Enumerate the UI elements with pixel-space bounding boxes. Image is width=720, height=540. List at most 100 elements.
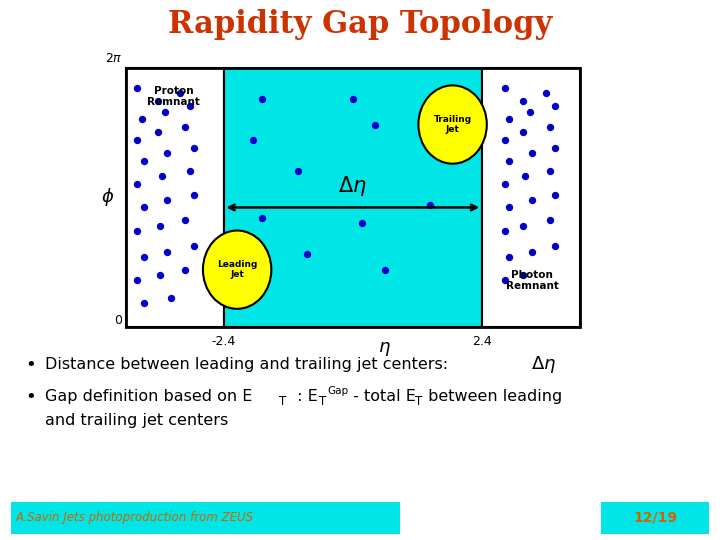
Point bbox=[424, 200, 436, 209]
Point bbox=[184, 102, 195, 111]
Point bbox=[132, 136, 143, 144]
Text: -2.4: -2.4 bbox=[212, 335, 235, 348]
Text: •: • bbox=[25, 388, 36, 406]
Text: Proton
Remnant: Proton Remnant bbox=[147, 86, 200, 107]
Point bbox=[179, 216, 191, 225]
Point bbox=[256, 94, 268, 103]
Point bbox=[152, 128, 163, 137]
Point bbox=[138, 252, 150, 261]
Point bbox=[526, 247, 538, 256]
Point bbox=[188, 144, 199, 152]
Point bbox=[156, 172, 168, 181]
Point bbox=[499, 84, 510, 92]
Point bbox=[544, 216, 556, 225]
Bar bbox=[601, 502, 709, 534]
Bar bbox=[11, 502, 400, 534]
Point bbox=[526, 195, 538, 204]
Point bbox=[247, 136, 258, 144]
Text: Trailing
Jet: Trailing Jet bbox=[433, 115, 472, 134]
Point bbox=[549, 242, 560, 251]
Text: $\Delta\eta$: $\Delta\eta$ bbox=[338, 174, 367, 198]
Point bbox=[138, 157, 150, 165]
Text: Photon
Remnant: Photon Remnant bbox=[505, 269, 559, 291]
Point bbox=[549, 190, 560, 199]
Point bbox=[549, 102, 560, 111]
Text: $\phi$: $\phi$ bbox=[102, 186, 114, 208]
Text: A.Savin Jets photoproduction from ZEUS: A.Savin Jets photoproduction from ZEUS bbox=[16, 511, 254, 524]
Text: $\Delta\eta$: $\Delta\eta$ bbox=[531, 354, 556, 375]
Point bbox=[154, 271, 166, 279]
Point bbox=[544, 123, 556, 131]
Point bbox=[188, 190, 199, 199]
Point bbox=[179, 265, 191, 274]
Point bbox=[519, 172, 531, 181]
Bar bbox=[223, 68, 482, 327]
Bar bbox=[482, 68, 580, 327]
Point bbox=[503, 252, 515, 261]
Point bbox=[138, 299, 150, 308]
Point bbox=[499, 136, 510, 144]
Point bbox=[161, 195, 173, 204]
Point bbox=[356, 219, 368, 227]
Text: Rapidity Gap Topology: Rapidity Gap Topology bbox=[168, 9, 552, 40]
Point bbox=[517, 128, 528, 137]
Point bbox=[499, 180, 510, 188]
Point bbox=[302, 250, 313, 259]
Text: $\eta$: $\eta$ bbox=[378, 340, 391, 358]
Point bbox=[517, 221, 528, 230]
Point bbox=[499, 276, 510, 285]
Point bbox=[184, 167, 195, 176]
Text: 2.4: 2.4 bbox=[472, 335, 492, 348]
Point bbox=[166, 294, 177, 302]
Point bbox=[132, 84, 143, 92]
Text: Leading
Jet: Leading Jet bbox=[217, 260, 257, 279]
Point bbox=[503, 203, 515, 212]
Point bbox=[370, 120, 382, 129]
Point bbox=[132, 180, 143, 188]
Point bbox=[347, 94, 359, 103]
Point bbox=[132, 226, 143, 235]
Text: $2\pi$: $2\pi$ bbox=[104, 52, 122, 65]
Point bbox=[138, 203, 150, 212]
Point bbox=[256, 213, 268, 222]
Text: Distance between leading and trailing jet centers:: Distance between leading and trailing je… bbox=[45, 357, 453, 372]
Point bbox=[517, 271, 528, 279]
Point bbox=[292, 167, 304, 176]
Point bbox=[159, 107, 171, 116]
Point bbox=[524, 107, 536, 116]
Text: : E: : E bbox=[292, 389, 318, 404]
Point bbox=[503, 157, 515, 165]
Point bbox=[152, 97, 163, 105]
Point bbox=[161, 148, 173, 157]
Text: and trailing jet centers: and trailing jet centers bbox=[45, 413, 228, 428]
Point bbox=[549, 144, 560, 152]
Text: 0: 0 bbox=[114, 314, 122, 327]
Text: T: T bbox=[415, 395, 422, 408]
Point bbox=[179, 123, 191, 131]
Text: Gap definition based on E: Gap definition based on E bbox=[45, 389, 252, 404]
Text: - total E: - total E bbox=[348, 389, 416, 404]
Point bbox=[503, 115, 515, 124]
Text: T: T bbox=[319, 395, 326, 408]
Text: T: T bbox=[279, 395, 287, 408]
Point bbox=[438, 146, 449, 155]
Text: 12/19: 12/19 bbox=[633, 511, 678, 525]
Text: •: • bbox=[25, 355, 36, 374]
Bar bbox=[126, 68, 580, 327]
Ellipse shape bbox=[203, 231, 271, 309]
Bar bbox=[126, 68, 223, 327]
Point bbox=[499, 226, 510, 235]
Point bbox=[517, 97, 528, 105]
Point bbox=[379, 265, 390, 274]
Ellipse shape bbox=[418, 85, 487, 164]
Point bbox=[544, 167, 556, 176]
Point bbox=[161, 247, 173, 256]
Point bbox=[154, 221, 166, 230]
Point bbox=[526, 148, 538, 157]
Point bbox=[136, 115, 148, 124]
Text: between leading: between leading bbox=[423, 389, 562, 404]
Point bbox=[132, 276, 143, 285]
Point bbox=[175, 89, 186, 98]
Point bbox=[188, 242, 199, 251]
Point bbox=[540, 89, 552, 98]
